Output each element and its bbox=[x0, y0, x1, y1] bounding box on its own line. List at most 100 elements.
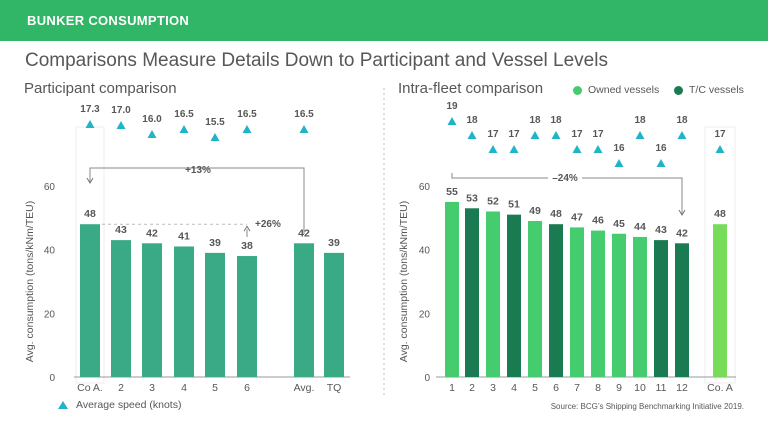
speed-value-label: 16.0 bbox=[142, 114, 162, 125]
bar-value-label: 44 bbox=[634, 221, 646, 233]
speed-value-label: 16.5 bbox=[294, 109, 314, 120]
speed-triangle bbox=[488, 145, 498, 153]
y-tick-label: 0 bbox=[49, 373, 55, 384]
x-tick-label: Co A. bbox=[77, 382, 103, 394]
x-tick-label: 6 bbox=[553, 382, 559, 394]
annotation-13-label: +13% bbox=[185, 165, 211, 176]
bar bbox=[486, 211, 500, 377]
bar-value-label: 51 bbox=[508, 199, 520, 211]
speed-triangle bbox=[210, 133, 220, 141]
x-tick-label: 2 bbox=[469, 382, 475, 394]
legend-owned-label: Owned vessels bbox=[588, 84, 660, 96]
y-tick-label: 20 bbox=[44, 309, 56, 320]
speed-triangle bbox=[467, 131, 477, 139]
x-tick-label: 3 bbox=[490, 382, 496, 394]
bar-value-label: 43 bbox=[655, 224, 667, 236]
bar bbox=[612, 233, 626, 377]
bar bbox=[465, 208, 479, 377]
bar bbox=[324, 252, 344, 377]
speed-value-label: 17 bbox=[592, 129, 604, 140]
bar-value-label: 39 bbox=[328, 237, 340, 249]
bar bbox=[675, 243, 689, 377]
bar-value-label: 53 bbox=[466, 192, 478, 204]
bar-value-label: 38 bbox=[241, 240, 253, 252]
bar bbox=[570, 227, 584, 377]
speed-value-label: 17 bbox=[508, 129, 520, 140]
annotation-24-label: –24% bbox=[552, 173, 578, 184]
speed-value-label: 18 bbox=[550, 115, 562, 126]
speed-value-label: 18 bbox=[676, 115, 688, 126]
speed-triangle bbox=[572, 145, 582, 153]
bracket-24-arrow bbox=[678, 209, 686, 216]
bar bbox=[237, 256, 257, 377]
header-banner: BUNKER CONSUMPTION bbox=[0, 0, 768, 41]
speed-value-label: 18 bbox=[529, 115, 541, 126]
bar-value-label: 39 bbox=[209, 237, 221, 249]
x-tick-label: 6 bbox=[244, 382, 250, 394]
speed-value-label: 17 bbox=[714, 129, 726, 140]
x-tick-label: 5 bbox=[532, 382, 538, 394]
legend-tc-label: T/C vessels bbox=[689, 84, 744, 96]
bracket-13-arrow bbox=[86, 177, 94, 184]
speed-triangle bbox=[85, 120, 95, 128]
speed-triangle bbox=[593, 145, 603, 153]
bar-value-label: 55 bbox=[446, 186, 458, 198]
speed-value-label: 16 bbox=[655, 143, 667, 154]
x-tick-label: 2 bbox=[118, 382, 124, 394]
x-tick-label: 8 bbox=[595, 382, 601, 394]
bar-value-label: 46 bbox=[592, 215, 604, 227]
participant-chart-title: Participant comparison bbox=[24, 80, 177, 97]
bar-value-label: 49 bbox=[529, 205, 541, 217]
legend-owned: Owned vessels bbox=[573, 84, 659, 96]
speed-triangle bbox=[299, 125, 309, 133]
bar bbox=[507, 214, 521, 377]
bar bbox=[142, 243, 162, 377]
y-tick-label: 40 bbox=[44, 246, 56, 257]
x-tick-label: 4 bbox=[181, 382, 187, 394]
speed-triangle bbox=[242, 125, 252, 133]
x-tick-label: Co. A bbox=[707, 382, 733, 394]
speed-legend: Average speed (knots) bbox=[58, 399, 181, 411]
bar bbox=[528, 221, 542, 377]
x-tick-label: 5 bbox=[212, 382, 218, 394]
speed-value-label: 16.5 bbox=[237, 109, 257, 120]
bar bbox=[633, 236, 647, 377]
bar-value-label: 48 bbox=[714, 208, 726, 220]
owned-swatch bbox=[573, 85, 582, 95]
bar-value-label: 52 bbox=[487, 195, 499, 207]
speed-triangle bbox=[509, 145, 519, 153]
speed-value-label: 19 bbox=[446, 101, 458, 112]
speed-triangle bbox=[677, 131, 687, 139]
tc-swatch bbox=[674, 85, 683, 95]
source-note: Source: BCG’s Shipping Benchmarking Init… bbox=[550, 402, 744, 411]
triangle-icon bbox=[58, 401, 68, 409]
speed-triangle bbox=[551, 131, 561, 139]
speed-value-label: 16 bbox=[613, 143, 625, 154]
speed-value-label: 18 bbox=[466, 115, 478, 126]
bar-value-label: 43 bbox=[115, 224, 127, 236]
bar bbox=[549, 224, 563, 377]
speed-value-label: 18 bbox=[634, 115, 646, 126]
legend-tc: T/C vessels bbox=[674, 84, 744, 96]
speed-value-label: 17.3 bbox=[80, 104, 100, 115]
y-tick-label: 20 bbox=[419, 309, 431, 320]
x-tick-label: 4 bbox=[511, 382, 517, 394]
x-tick-label: 3 bbox=[149, 382, 155, 394]
speed-legend-label: Average speed (knots) bbox=[76, 399, 182, 411]
speed-triangle bbox=[179, 125, 189, 133]
x-tick-label: 1 bbox=[449, 382, 455, 394]
x-tick-label: 12 bbox=[676, 382, 688, 394]
bar bbox=[174, 246, 194, 377]
y-tick-label: 60 bbox=[419, 182, 431, 193]
y-axis-label: Avg. consumption (tons/kNm/TEU) bbox=[398, 201, 410, 362]
speed-triangle bbox=[147, 130, 157, 138]
x-tick-label: TQ bbox=[327, 382, 342, 394]
speed-value-label: 17 bbox=[571, 129, 583, 140]
banner-title: BUNKER CONSUMPTION bbox=[27, 13, 190, 28]
speed-triangle bbox=[614, 159, 624, 167]
bar bbox=[445, 201, 459, 377]
arrow-26-head bbox=[243, 225, 251, 232]
bar bbox=[654, 240, 668, 377]
annotation-24-bg bbox=[548, 171, 582, 184]
